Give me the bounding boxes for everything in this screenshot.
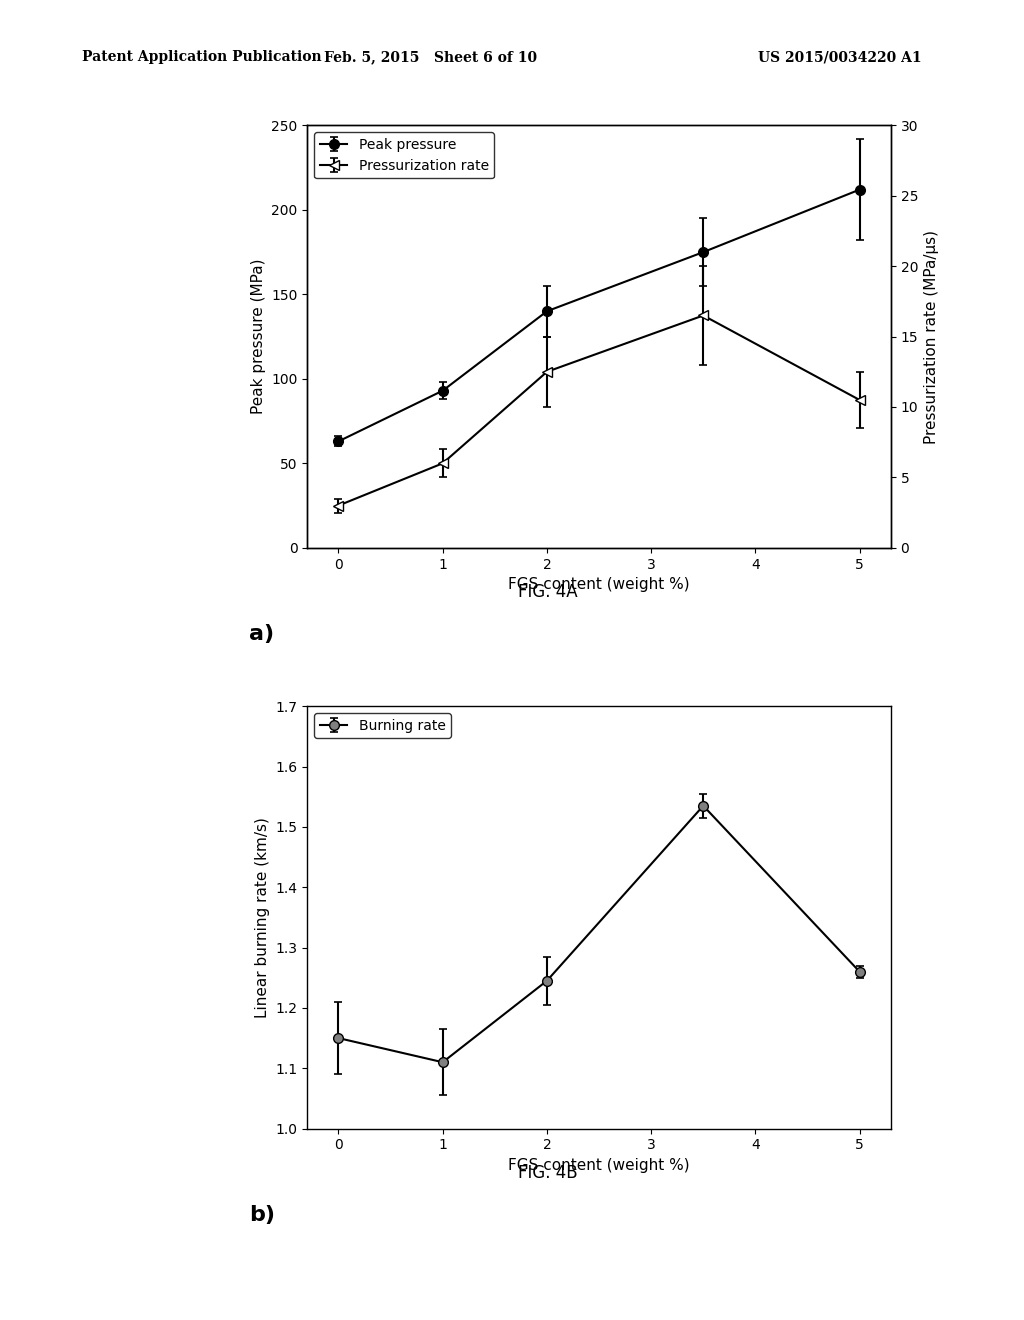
Text: FIG. 4A: FIG. 4A: [518, 583, 578, 602]
X-axis label: FGS content (weight %): FGS content (weight %): [508, 577, 690, 593]
Legend: Burning rate: Burning rate: [314, 713, 451, 738]
Text: FIG. 4B: FIG. 4B: [518, 1164, 578, 1183]
Text: Feb. 5, 2015   Sheet 6 of 10: Feb. 5, 2015 Sheet 6 of 10: [324, 50, 537, 65]
Text: a): a): [249, 624, 274, 644]
X-axis label: FGS content (weight %): FGS content (weight %): [508, 1158, 690, 1173]
Y-axis label: Peak pressure (MPa): Peak pressure (MPa): [251, 259, 265, 414]
Text: b): b): [249, 1205, 274, 1225]
Y-axis label: Linear burning rate (km/s): Linear burning rate (km/s): [255, 817, 269, 1018]
Legend: Peak pressure, Pressurization rate: Peak pressure, Pressurization rate: [314, 132, 495, 178]
Text: Patent Application Publication: Patent Application Publication: [82, 50, 322, 65]
Text: US 2015/0034220 A1: US 2015/0034220 A1: [758, 50, 922, 65]
Y-axis label: Pressurization rate (MPa/μs): Pressurization rate (MPa/μs): [924, 230, 939, 444]
